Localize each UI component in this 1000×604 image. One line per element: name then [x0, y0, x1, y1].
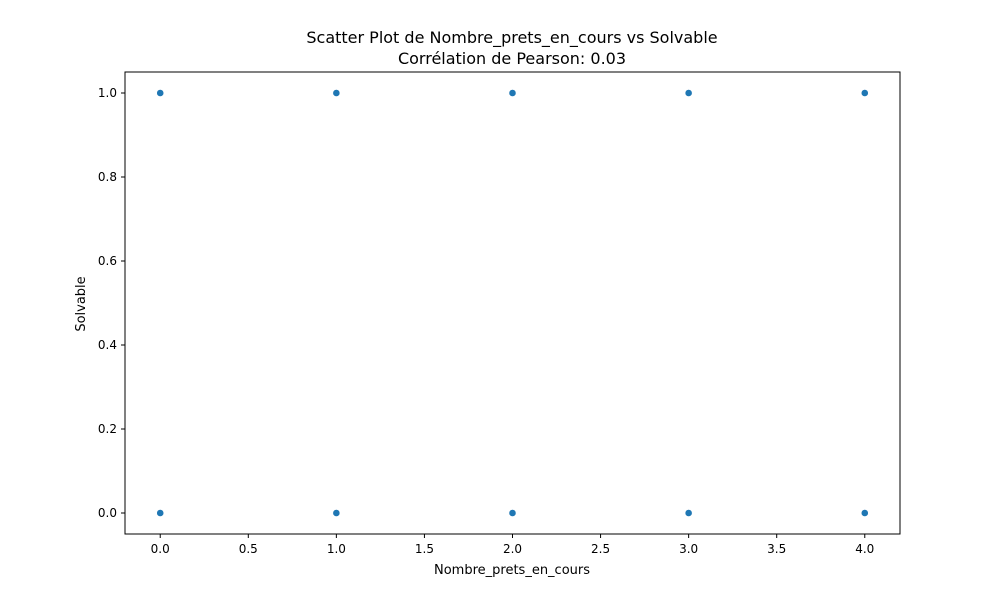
- x-tick-label: 0.5: [239, 542, 258, 556]
- x-tick-label: 3.5: [767, 542, 786, 556]
- x-tick-label: 3.0: [679, 542, 698, 556]
- scatter-point: [684, 89, 693, 97]
- scatter-point: [860, 89, 869, 97]
- y-tick-label: 0.6: [98, 254, 117, 268]
- y-tick-label: 0.8: [98, 170, 117, 184]
- x-axis-ticks: 0.0 0.5 1.0 1.5 2.0 2.5 3.0 3.5 4.0: [151, 534, 874, 556]
- y-tick-label: 0.0: [98, 506, 117, 520]
- scatter-point: [508, 509, 517, 517]
- scatter-point: [860, 509, 869, 517]
- y-axis-label: Solvable: [74, 276, 89, 331]
- scatter-point: [684, 509, 693, 517]
- scatter-point: [156, 509, 165, 517]
- plot-area-frame: [124, 71, 901, 535]
- scatter-point: [332, 89, 341, 97]
- y-tick-label: 0.4: [98, 338, 117, 352]
- chart-subtitle: Corrélation de Pearson: 0.03: [398, 49, 626, 68]
- scatter-point: [156, 89, 165, 97]
- x-tick-label: 2.5: [591, 542, 610, 556]
- scatter-point: [508, 89, 517, 97]
- chart-title: Scatter Plot de Nombre_prets_en_cours vs…: [306, 28, 717, 48]
- x-tick-label: 1.0: [327, 542, 346, 556]
- y-tick-label: 1.0: [98, 86, 117, 100]
- x-tick-label: 1.5: [415, 542, 434, 556]
- x-tick-label: 4.0: [855, 542, 874, 556]
- x-tick-label: 0.0: [151, 542, 170, 556]
- y-tick-label: 0.2: [98, 422, 117, 436]
- x-axis-label: Nombre_prets_en_cours: [434, 563, 590, 578]
- data-points: [156, 89, 869, 517]
- scatter-point: [332, 509, 341, 517]
- y-axis-ticks: 0.0 0.2 0.4 0.6 0.8 1.0: [98, 86, 125, 520]
- x-tick-label: 2.0: [503, 542, 522, 556]
